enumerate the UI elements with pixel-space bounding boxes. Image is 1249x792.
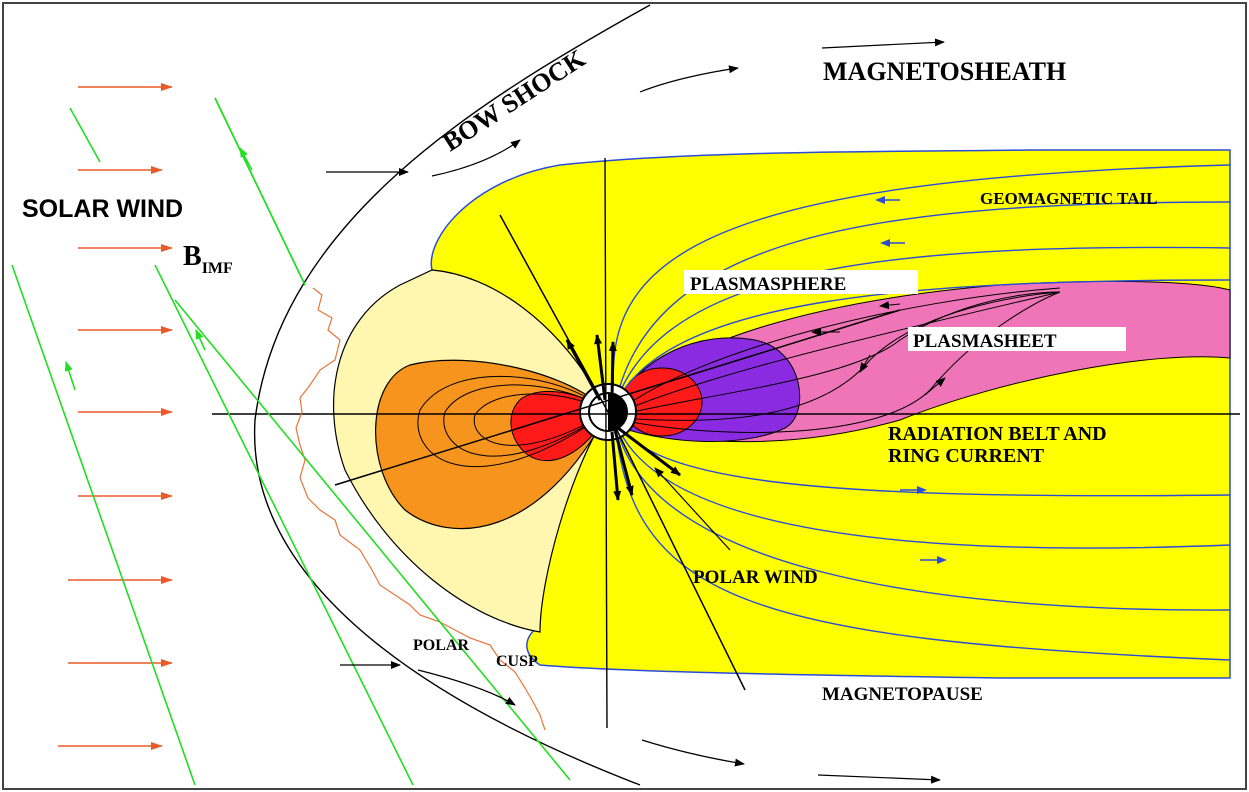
cusp-label: CUSP xyxy=(496,653,538,670)
b-imf-main: B xyxy=(183,241,202,272)
radiation-belt-label-2: RING CURRENT xyxy=(888,445,1045,467)
b-imf-sub: IMF xyxy=(202,260,233,277)
solar-wind-label: SOLAR WIND xyxy=(22,195,183,223)
b-imf-label: BIMF xyxy=(183,241,233,277)
dipole-axis xyxy=(604,157,608,729)
sheath-flow-arrows xyxy=(326,38,945,784)
bow-shock xyxy=(253,4,651,786)
plasmasphere-label: PLASMASPHERE xyxy=(690,274,846,295)
plasmasheet-label: PLASMASHEET xyxy=(913,331,1057,352)
geomagnetic-tail-label: GEOMAGNETIC TAIL xyxy=(980,189,1157,208)
radiation-belt-label-1: RADIATION BELT AND xyxy=(888,423,1107,445)
polar-cusp-boundary xyxy=(295,287,546,731)
magnetosheath-label: MAGNETOSHEATH xyxy=(823,57,1066,86)
magnetopause-label: MAGNETOPAUSE xyxy=(822,684,983,705)
polar-label: POLAR xyxy=(413,637,469,654)
polar-wind-label: POLAR WIND xyxy=(693,567,818,588)
imf-field-lines xyxy=(11,97,571,786)
